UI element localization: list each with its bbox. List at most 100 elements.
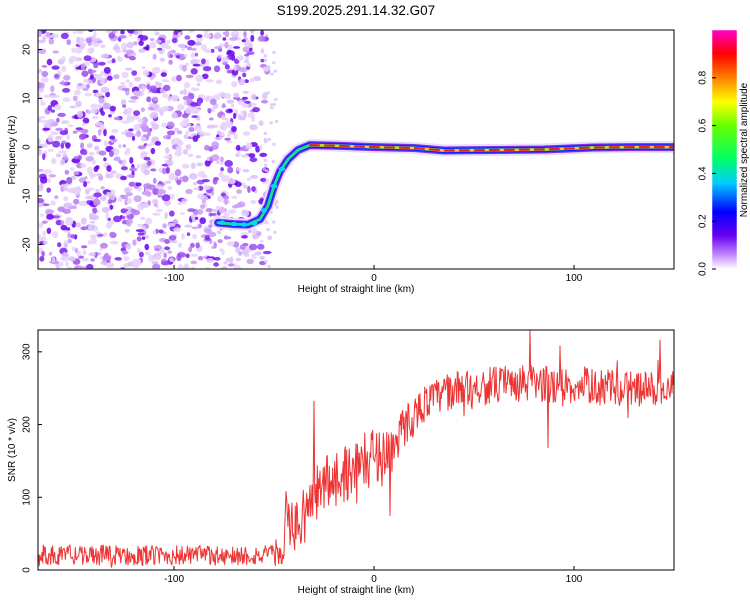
noise-blob xyxy=(263,58,268,62)
noise-blob xyxy=(70,234,76,239)
noise-blob xyxy=(188,246,193,253)
noise-blob xyxy=(241,39,246,43)
noise-blob xyxy=(216,159,220,165)
noise-blob xyxy=(126,41,134,49)
noise-blob xyxy=(69,105,77,109)
noise-blob xyxy=(243,40,251,46)
noise-blob xyxy=(227,166,234,174)
noise-blob xyxy=(107,220,115,226)
noise-blob xyxy=(187,208,196,213)
noise-blob xyxy=(97,104,103,109)
noise-blob xyxy=(109,105,117,112)
noise-blob xyxy=(213,94,221,101)
noise-blob xyxy=(77,82,83,87)
noise-blob xyxy=(219,156,224,163)
snr-ytick-label: 100 xyxy=(22,488,33,505)
noise-blob xyxy=(157,82,163,87)
noise-blob xyxy=(266,228,270,232)
noise-blob xyxy=(122,104,127,108)
noise-blob xyxy=(92,89,99,94)
noise-blob xyxy=(188,173,198,180)
noise-blob xyxy=(263,158,268,163)
noise-blob xyxy=(169,49,176,54)
noise-blob xyxy=(132,258,141,263)
noise-blob xyxy=(152,96,159,102)
noise-blob xyxy=(168,172,177,180)
noise-blob xyxy=(82,122,86,127)
noise-blob xyxy=(93,192,102,198)
noise-blob xyxy=(176,74,182,82)
noise-blob xyxy=(97,61,106,66)
noise-blob xyxy=(168,235,177,241)
noise-blob xyxy=(161,79,170,83)
noise-blob xyxy=(55,219,63,226)
noise-blob xyxy=(86,187,95,191)
noise-blob xyxy=(88,252,96,257)
noise-blob xyxy=(96,40,103,44)
noise-blob xyxy=(60,183,69,188)
noise-blob xyxy=(121,87,130,92)
noise-blob xyxy=(42,230,47,237)
noise-blob xyxy=(120,175,127,181)
spectrogram-xtick-label: 0 xyxy=(371,273,377,284)
noise-blob xyxy=(208,224,213,228)
noise-blob xyxy=(109,231,116,237)
noise-blob xyxy=(107,217,111,221)
colorbar-tick-label: 0.8 xyxy=(698,70,709,84)
noise-blob xyxy=(166,159,174,167)
noise-blob xyxy=(190,52,195,59)
noise-blob xyxy=(110,170,117,175)
noise-blob xyxy=(118,144,122,149)
noise-blob xyxy=(220,167,224,172)
noise-blob xyxy=(144,235,150,239)
noise-blob xyxy=(257,35,266,42)
noise-blob xyxy=(107,255,112,262)
noise-blob xyxy=(61,65,67,72)
spectrogram-frame xyxy=(37,29,675,270)
noise-blob xyxy=(78,42,86,46)
noise-blob xyxy=(250,93,257,100)
noise-blob xyxy=(201,179,210,183)
noise-blob xyxy=(213,65,221,73)
noise-blob xyxy=(100,196,107,202)
noise-blob xyxy=(182,113,189,119)
noise-blob xyxy=(91,116,99,120)
colorbar-gradient xyxy=(712,30,737,269)
noise-blob xyxy=(195,216,199,220)
noise-blob xyxy=(183,53,188,58)
noise-blob xyxy=(245,142,253,150)
noise-blob xyxy=(157,189,166,195)
noise-blob xyxy=(118,35,127,39)
noise-blob xyxy=(72,95,78,102)
trace-blob xyxy=(278,166,286,172)
noise-blob xyxy=(154,141,161,146)
noise-blob xyxy=(196,162,204,167)
noise-blob xyxy=(162,84,171,92)
noise-blob xyxy=(41,70,49,78)
noise-blobs xyxy=(38,30,279,269)
noise-blob xyxy=(75,66,83,70)
spectrogram-ytick-label: 10 xyxy=(22,92,33,104)
noise-blob xyxy=(161,260,170,266)
noise-blob xyxy=(164,211,168,219)
noise-blob xyxy=(40,77,49,83)
noise-blob xyxy=(227,263,235,267)
noise-blob xyxy=(137,186,142,192)
noise-blob xyxy=(183,82,191,89)
noise-blob xyxy=(259,152,268,157)
colorbar-tick-label: 0.6 xyxy=(698,118,709,132)
noise-blob xyxy=(171,112,179,119)
noise-blob xyxy=(157,194,163,198)
noise-blob xyxy=(65,261,69,267)
noise-blob xyxy=(162,223,167,229)
noise-blob xyxy=(48,38,55,45)
noise-blob xyxy=(90,172,94,180)
noise-blob xyxy=(117,196,123,203)
noise-blob xyxy=(208,212,213,217)
noise-blob xyxy=(189,30,195,33)
noise-blob xyxy=(206,156,211,162)
noise-blob xyxy=(51,157,57,165)
noise-blob xyxy=(219,110,223,117)
noise-blob xyxy=(83,55,92,62)
noise-blob xyxy=(99,242,108,249)
